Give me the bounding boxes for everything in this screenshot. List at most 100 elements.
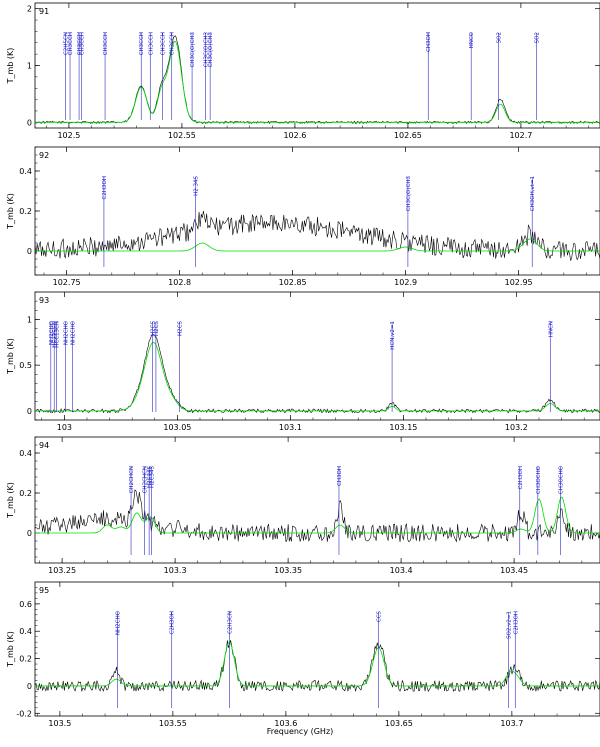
line-label: NH2CHO [115,610,121,635]
line-label: H2 34S [193,175,199,195]
x-tick-label: 102.5 [57,131,80,140]
x-tick-label: 103.6 [274,719,297,728]
y-axis-label: T_mb (K) [6,193,15,230]
line-label: CH3CCH [170,32,176,55]
y-tick-label: 0 [27,247,32,256]
x-tick-label: 103.7 [500,719,523,728]
x-tick-label: 103.5 [48,719,71,728]
x-tick-label: 103.65 [385,719,413,728]
line-label: H2CS [178,320,184,335]
y-tick-label: 0.2 [19,207,32,216]
x-axis-label: Frequency (GHz) [266,727,334,736]
line-label: CH3OH [337,466,343,486]
line-label: CH3C(O)CH3 [190,32,196,68]
model-spectrum [35,238,600,252]
panel-number: 95 [39,586,49,595]
line-label: C2H5CN [64,32,70,55]
line-label: SO2 [496,32,502,43]
panel-92: 0 0.2 0.4 102.75 102.8 102.85 102.9 102.95 T_mb … [6,146,600,287]
line-label: NH2CHO [49,320,55,345]
x-tick-label: 103.3 [164,566,187,575]
line-label: C2H3OH [513,611,519,634]
line-label: CCS [377,610,383,622]
x-tick-label: 103.35 [274,566,302,575]
x-tick-label: 103.05 [163,423,191,432]
line-label: HNCO [469,31,475,48]
x-tick-label: 102.75 [53,278,81,287]
line-label: CH3C(O)CH3 [406,176,412,212]
line-label: CH3CCH [68,32,74,55]
x-tick-label: 102.7 [509,131,532,140]
line-label: HNCN [548,321,554,337]
model-spectrum [35,341,600,412]
line-label: C2H3OH [102,176,108,199]
y-tick-label: 0.4 [19,449,32,458]
line-label: NH2CHO [64,320,70,345]
y-axis-label: T_mb (K) [6,482,15,519]
y-axis-label: T_mb (K) [6,48,15,85]
line-label: C2H3CN [227,611,233,634]
line-label: CH3CCH [103,32,109,55]
line-label: CH3OCHO [536,465,542,494]
line-label: CH3CCH [77,32,83,55]
line-label: NH2CHO [70,320,76,345]
x-tick-label: 102.8 [168,278,191,287]
x-tick-label: 102.6 [283,131,306,140]
y-tick-label: -0.2 [16,709,32,718]
line-label: CH3CCH [148,32,154,55]
plot-frame [34,146,600,276]
y-tick-label: 1 [27,315,32,324]
x-tick-label: 102.55 [168,131,196,140]
line-label: CH3OH,vt=1 [530,176,536,211]
observed-spectrum [34,640,600,692]
observed-spectrum [34,211,600,261]
y-tick-label: 0.4 [19,167,32,176]
line-label: H2CS [154,320,160,335]
y-tick-label: 0 [27,529,32,538]
x-tick-label: 103.25 [48,566,76,575]
line-label: CH3OCHO [558,465,564,494]
panel-95: -0.2 0 0.2 0.4 0.6 103.5 103.55 103.6 103.65 103.… [6,581,600,728]
line-label: HCC13CN [54,321,60,348]
panel-91: 0 1 2 102.5 102.55 102.6 102.65 102.7 T_mb (K) 91… [6,2,600,140]
y-axis-label: T_mb (K) [6,338,15,375]
observed-spectrum [34,35,600,125]
y-tick-label: 0.2 [19,489,32,498]
observed-spectrum [34,489,600,543]
line-label: CH3CCH [161,32,167,55]
y-tick-label: 0.2 [19,655,32,664]
x-tick-label: 103.2 [505,423,528,432]
observed-spectrum [34,333,600,414]
line-label: SO2,v2=1 [506,611,512,639]
line-label: CH3OH [426,32,432,52]
panel-94: 0 0.2 0.4 103.25 103.3 103.35 103.4 103.45 T_mb … [6,436,600,575]
line-label: CH2CHCN [129,466,135,493]
x-tick-label: 103.55 [159,719,187,728]
panel-number: 94 [39,441,49,450]
y-tick-label: 0 [27,407,32,416]
y-tick-label: 0.6 [19,600,32,609]
y-tick-label: 0.5 [19,361,32,370]
line-label: H2CS [151,320,157,335]
plot-frame [34,2,600,129]
line-label: CH3CCH [79,32,85,55]
line-label: H2C34S [149,465,155,487]
x-tick-label: 103.15 [389,423,417,432]
line-label: HCN,v2=1 [390,321,396,350]
y-tick-label: 0 [27,118,32,127]
model-spectrum [35,496,600,534]
x-tick-label: 102.85 [279,278,307,287]
x-tick-label: 103 [57,423,72,432]
y-tick-label: 2 [27,5,32,14]
model-spectrum [35,641,600,687]
y-tick-label: 0.4 [19,627,32,636]
plot-frame [34,436,600,564]
line-label: SO2 [535,32,541,43]
line-label: C2H3OH [170,611,176,634]
panel-number: 92 [39,151,49,160]
x-tick-label: 103.45 [500,566,528,575]
line-label: C2H3OH [518,466,524,489]
y-tick-label: 0 [27,682,32,691]
